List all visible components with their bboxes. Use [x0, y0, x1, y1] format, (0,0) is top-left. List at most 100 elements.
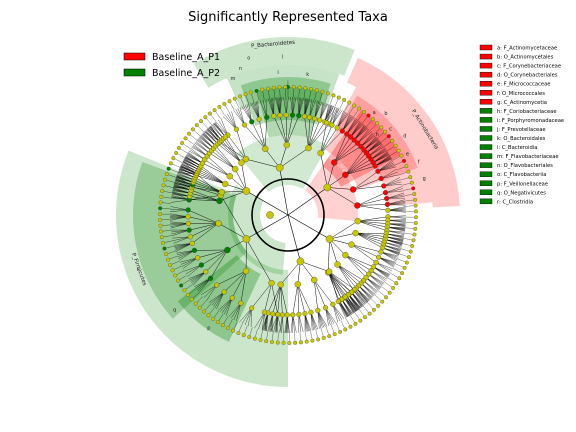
taxon-node [294, 281, 301, 288]
family-branch [197, 278, 211, 292]
family-branch [176, 250, 195, 256]
genus-node [412, 232, 417, 237]
genus-node [180, 141, 185, 146]
genus-branch [329, 97, 333, 105]
genus-node [232, 96, 237, 101]
key-swatch-b [479, 53, 493, 60]
order-branch [320, 130, 343, 154]
genus-node [158, 206, 163, 211]
genus-branch [175, 158, 183, 163]
genus-node [338, 329, 343, 334]
order-branch [334, 133, 347, 163]
family-branch [171, 230, 190, 235]
family-branch [384, 242, 402, 249]
family-branch [262, 99, 267, 118]
clade-letter-r: r [137, 267, 140, 273]
genus-node [362, 110, 366, 114]
taxon-node [370, 264, 377, 270]
genus-branch [403, 188, 412, 191]
taxon-node [268, 279, 275, 287]
key-label-j: j: F_Prevotellaceae [496, 127, 546, 133]
genus-branch [249, 327, 253, 336]
sector-prevotellaceae [257, 87, 324, 139]
taxon-node [378, 175, 384, 182]
genus-node [291, 85, 296, 90]
taxon-node [349, 186, 357, 193]
family-branch [332, 304, 338, 323]
family-branch [270, 314, 278, 332]
genus-branch [220, 108, 225, 116]
genus-node [414, 215, 418, 220]
genus-node [236, 331, 241, 335]
order-branch [251, 121, 266, 149]
taxon-node [226, 173, 233, 180]
family-branch [206, 284, 217, 301]
genus-branch [164, 191, 173, 194]
genus-node [402, 265, 407, 270]
genus-branch [168, 174, 177, 178]
order-branch [345, 155, 369, 176]
key-swatch-m [479, 153, 493, 159]
family-branch [377, 166, 396, 172]
family-branch [338, 301, 346, 318]
family-branch [273, 314, 278, 333]
order-branch [200, 165, 226, 185]
family-branch [254, 312, 265, 329]
genus-branch [298, 89, 300, 98]
genus-branch [373, 128, 380, 135]
genus-node [161, 240, 166, 245]
genus-branch [170, 169, 179, 173]
taxon-node [279, 312, 285, 318]
order-branch [351, 244, 377, 263]
genus-branch [230, 102, 235, 111]
order-branch [357, 204, 388, 206]
genus-branch [198, 126, 205, 133]
taxon-node [218, 189, 225, 196]
family-branch [226, 297, 233, 316]
class-branch [221, 190, 247, 193]
family-branch [371, 270, 386, 283]
genus-node [384, 295, 389, 300]
family-branch [346, 120, 360, 135]
family-branch [304, 313, 307, 332]
taxon-node [296, 311, 302, 317]
order-branch [334, 139, 355, 163]
genus-node [402, 158, 406, 163]
family-branch [292, 97, 297, 116]
taxon-node [301, 113, 308, 119]
genus-node [297, 85, 302, 90]
genus-node [271, 85, 276, 90]
family-branch [177, 250, 195, 257]
taxon-node [238, 300, 244, 306]
genus-node [387, 290, 392, 295]
order-branch [357, 216, 389, 222]
genus-branch [389, 151, 397, 156]
family-branch [363, 280, 378, 293]
order-branch [204, 159, 230, 177]
family-branch [292, 97, 295, 116]
family-branch [383, 181, 402, 187]
key-label-m: m: F_Flavobacteriaceae [497, 154, 559, 160]
taxon-node [344, 131, 350, 137]
genus-node [347, 100, 352, 105]
family-branch [360, 134, 375, 147]
family-branch [387, 203, 406, 205]
family-branch [342, 116, 353, 132]
order-branch [191, 189, 220, 202]
family-branch [184, 264, 202, 272]
family-branch [218, 297, 233, 311]
family-branch [261, 312, 269, 331]
clade-letter-h: h [376, 132, 379, 138]
family-branch [338, 301, 347, 318]
family-branch [170, 221, 189, 224]
order-branch [196, 173, 221, 196]
genus-branch [384, 282, 392, 288]
family-branch [192, 144, 208, 157]
family-branch [170, 209, 189, 212]
genus-branch [305, 331, 307, 340]
order-branch [357, 220, 388, 228]
genus-branch [358, 309, 364, 316]
order-branch [217, 143, 242, 163]
taxon-node [271, 113, 277, 119]
family-branch [169, 214, 189, 217]
